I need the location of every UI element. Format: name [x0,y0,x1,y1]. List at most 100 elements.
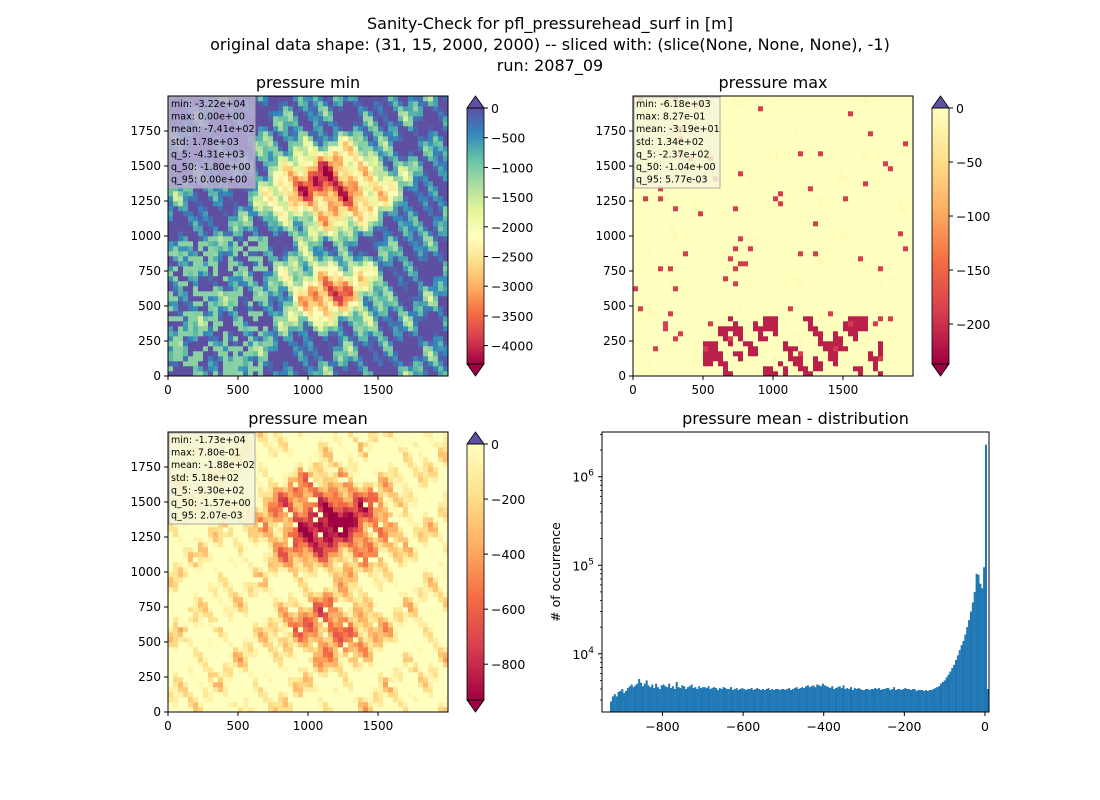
heatmap-cell [693,271,699,277]
heatmap-cell [318,141,324,147]
heatmap-cell [233,311,239,317]
heatmap-cell [223,201,229,207]
heatmap-cell [693,371,699,377]
heatmap-cell [688,246,694,252]
heatmap-cell [208,276,214,282]
heatmap-cell [353,191,359,197]
heatmap-cell [203,371,209,377]
heatmap-cell [393,206,399,212]
heatmap-cell [633,371,639,377]
heatmap-cell [748,256,754,262]
heatmap-cell [663,361,669,367]
heatmap-cell [703,346,709,352]
heatmap-cell [638,221,644,227]
heatmap-cell [418,146,424,152]
heatmap-cell [403,251,409,257]
heatmap-cell [228,266,234,272]
heatmap-cell [643,361,649,367]
heatmap-cell [428,176,434,182]
heatmap-cell [313,356,319,362]
heatmap-cell [293,196,299,202]
heatmap-cell [218,236,224,242]
heatmap-cell [403,336,409,342]
heatmap-cell [268,206,274,212]
heatmap-cell [743,366,749,372]
heatmap-cell [403,161,409,167]
heatmap-cell [648,356,654,362]
heatmap-cell [213,321,219,327]
heatmap-cell [318,136,324,142]
heatmap-cell [718,266,724,272]
heatmap-cell [213,341,219,347]
heatmap-cell [633,281,639,287]
heatmap-cell [778,321,784,327]
heatmap-cell [748,286,754,292]
heatmap-cell [633,301,639,307]
heatmap-cell [663,196,669,202]
heatmap-cell [703,231,709,237]
heatmap-cell [633,261,639,267]
heatmap-cell [413,371,419,377]
heatmap-cell [433,161,439,167]
heatmap-cell [363,366,369,372]
heatmap-cell [768,186,774,192]
heatmap-cell [208,261,214,267]
heatmap-cell [313,361,319,367]
heatmap-cell [658,216,664,222]
heatmap-cell [313,151,319,157]
heatmap-cell [768,371,774,377]
heatmap-cell [223,341,229,347]
heatmap-cell [403,281,409,287]
heatmap-cell [318,281,324,287]
heatmap-cell [398,301,404,307]
heatmap-cell [428,111,434,117]
heatmap-cell [443,321,449,327]
heatmap-cell [208,226,214,232]
heatmap-cell [298,186,304,192]
heatmap-cell [753,256,759,262]
heatmap-cell [248,186,254,192]
heatmap-cell [438,316,444,322]
heatmap-cell [343,311,349,317]
heatmap-cell [678,366,684,372]
heatmap-cell [288,186,294,192]
heatmap-cell [198,351,204,357]
heatmap-cell [168,316,174,322]
heatmap-cell [763,116,769,122]
heatmap-cell [788,326,794,332]
heatmap-cell [233,341,239,347]
heatmap-cell [368,356,374,362]
heatmap-cell [393,266,399,272]
heatmap-cell [638,331,644,337]
heatmap-cell [243,211,249,217]
heatmap-cell [263,196,269,202]
heatmap-cell [368,256,374,262]
heatmap-cell [413,356,419,362]
heatmap-cell [658,196,664,202]
heatmap-cell [428,301,434,307]
heatmap-cell [393,316,399,322]
heatmap-cell [388,121,394,127]
heatmap-cell [673,251,679,257]
heatmap-cell [788,101,794,107]
heatmap-cell [398,146,404,152]
heatmap-cell [218,231,224,237]
heatmap-cell [748,366,754,372]
heatmap-cell [778,366,784,372]
heatmap-cell [633,266,639,272]
heatmap-cell [178,371,184,377]
heatmap-cell [213,311,219,317]
heatmap-cell [758,281,764,287]
heatmap-cell [338,116,344,122]
heatmap-cell [658,251,664,257]
heatmap-cell [313,136,319,142]
heatmap-cell [293,251,299,257]
heatmap-cell [233,371,239,377]
heatmap-cell [333,241,339,247]
heatmap-cell [358,176,364,182]
heatmap-cell [438,346,444,352]
heatmap-cell [293,321,299,327]
heatmap-cell [333,126,339,132]
heatmap-cell [323,286,329,292]
heatmap-cell [338,151,344,157]
